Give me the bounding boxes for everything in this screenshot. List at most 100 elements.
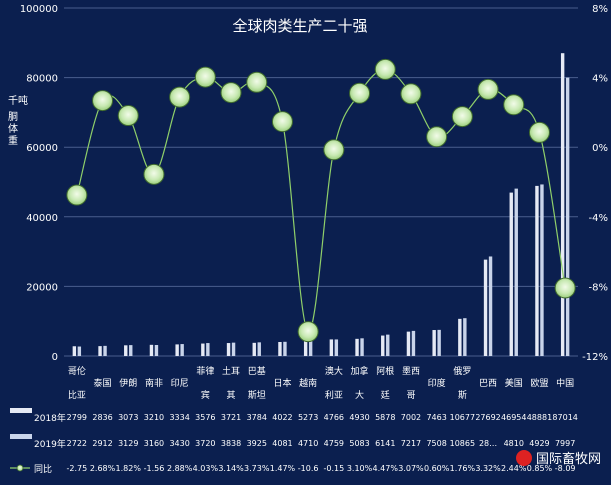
growth-point (220, 82, 242, 104)
legend-swatch-bar (10, 408, 32, 413)
table-cell: 4929 (529, 439, 549, 448)
table-cell: -10.6 (298, 464, 319, 473)
y-axis-left-label-line2: 胴体重 (8, 111, 18, 147)
bar-2018 (432, 330, 436, 356)
bar-2019 (514, 188, 518, 356)
table-cell: 1.82% (116, 464, 142, 473)
bar-2018 (278, 342, 282, 356)
table-cell: 4.03% (193, 464, 219, 473)
growth-point (349, 82, 371, 104)
y-tick-left: 40000 (26, 213, 58, 224)
x-tick-label: 印度 (428, 377, 446, 389)
x-tick-label: 土耳 (222, 365, 240, 377)
watermark-text: 国际畜牧网 (535, 452, 601, 467)
y-tick-right: 4% (592, 74, 608, 85)
table-cell: 3721 (221, 413, 241, 422)
table-cell: 4930 (349, 413, 369, 422)
bar-2019 (565, 77, 570, 356)
growth-point (194, 66, 216, 88)
x-tick-label: 南非 (145, 377, 163, 389)
table-cell: 10677 (450, 413, 475, 422)
x-tick-label: 比亚 (68, 389, 86, 401)
growth-point (117, 105, 139, 127)
growth-point (271, 111, 293, 133)
table-cell: -8.09 (555, 464, 576, 473)
legend-label: 2019年 (34, 438, 66, 450)
table-cell: 7217 (401, 439, 421, 448)
y-axis-left-label-line1: 千吨 (8, 94, 28, 107)
table-cell: 4810 (504, 439, 524, 448)
growth-point (503, 94, 525, 116)
legend-swatch-dot (16, 464, 24, 472)
table-cell: 2.44% (501, 464, 527, 473)
x-tick-label: 大 (355, 389, 364, 401)
watermark: 国际畜牧网 (515, 448, 601, 467)
x-tick-label: 哥 (406, 390, 415, 401)
bar-2019 (231, 342, 236, 356)
legend-label: 2018年 (34, 412, 66, 424)
y-tick-left: 0 (52, 352, 58, 363)
table-cell: 28… (479, 439, 497, 448)
x-tick-label: 欧盟 (530, 377, 548, 389)
bar-2019 (360, 338, 364, 356)
x-tick-label: 日本 (273, 377, 291, 389)
table-cell: 2.88% (167, 464, 193, 473)
bar-2019 (540, 184, 544, 356)
legend-swatch-bar (10, 434, 32, 439)
bar-2018 (303, 337, 308, 356)
table-cell: 48881 (527, 413, 552, 422)
growth-point (528, 121, 550, 143)
bar-2019 (129, 345, 133, 356)
table-cell: -1.56 (144, 464, 165, 473)
bar-2018 (226, 343, 231, 356)
bar-2019 (257, 342, 261, 356)
bar-2018 (483, 259, 488, 356)
bar-2019 (308, 339, 313, 356)
growth-point (451, 106, 473, 128)
table-cell: 3720 (195, 439, 215, 448)
growth-point (426, 126, 448, 148)
table-cell: 0.60% (424, 464, 450, 473)
table-cell: 10865 (450, 439, 475, 448)
legend-label: 同比 (34, 463, 52, 475)
growth-point (297, 321, 319, 343)
bar-2018 (98, 346, 102, 356)
table-cell: 5878 (375, 413, 395, 422)
bar-2018 (355, 338, 359, 356)
table-cell: 4710 (298, 439, 318, 448)
x-tick-label: 中国 (556, 377, 574, 389)
table-cell: 3.32% (475, 464, 501, 473)
table-cell: 4759 (324, 439, 344, 448)
chart-title: 全球肉类生产二十强 (232, 17, 367, 35)
x-tick-label: 巴基 (248, 365, 266, 377)
bar-2019 (283, 341, 287, 356)
table-cell: 0.85% (527, 464, 553, 473)
x-tick-label: 加拿 (351, 365, 369, 377)
table-cell: 3925 (247, 439, 267, 448)
growth-point (400, 83, 422, 105)
x-tick-label: 宾 (201, 389, 210, 401)
bar-2019 (463, 318, 467, 356)
bar-2018 (560, 53, 565, 356)
x-tick-label: 廷 (381, 389, 390, 401)
table-cell: 3576 (195, 413, 215, 422)
bar-2018 (535, 185, 539, 356)
y-tick-left: 100000 (20, 4, 58, 15)
x-tick-label: 泰国 (94, 377, 112, 389)
table-cell: 3210 (144, 413, 164, 422)
growth-point (66, 184, 88, 206)
bar-2019 (154, 345, 159, 356)
table-cell: 2799 (67, 413, 87, 422)
table-cell: 6141 (375, 439, 395, 448)
x-tick-label: 印尼 (171, 377, 189, 389)
bar-2019 (411, 330, 416, 356)
growth-point (477, 78, 499, 100)
growth-point (169, 86, 191, 108)
bar-2019 (488, 256, 493, 356)
x-tick-label: 俄罗 (453, 365, 471, 377)
table-cell: 3.07% (398, 464, 424, 473)
growth-point (246, 71, 268, 93)
table-cell: 4766 (324, 413, 344, 422)
x-tick-label: 伊朗 (119, 377, 137, 389)
